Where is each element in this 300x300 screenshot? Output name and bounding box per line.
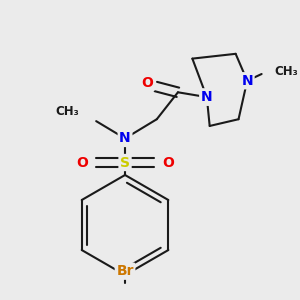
Text: O: O [76, 155, 88, 170]
Text: N: N [119, 131, 131, 146]
Text: S: S [120, 155, 130, 170]
Text: N: N [201, 90, 213, 104]
Text: CH₃: CH₃ [55, 105, 79, 118]
Text: Br: Br [116, 264, 134, 278]
Text: N: N [242, 74, 253, 88]
Text: O: O [141, 76, 153, 90]
Text: O: O [162, 155, 174, 170]
Text: N: N [201, 90, 213, 104]
Text: CH₃: CH₃ [274, 64, 298, 78]
